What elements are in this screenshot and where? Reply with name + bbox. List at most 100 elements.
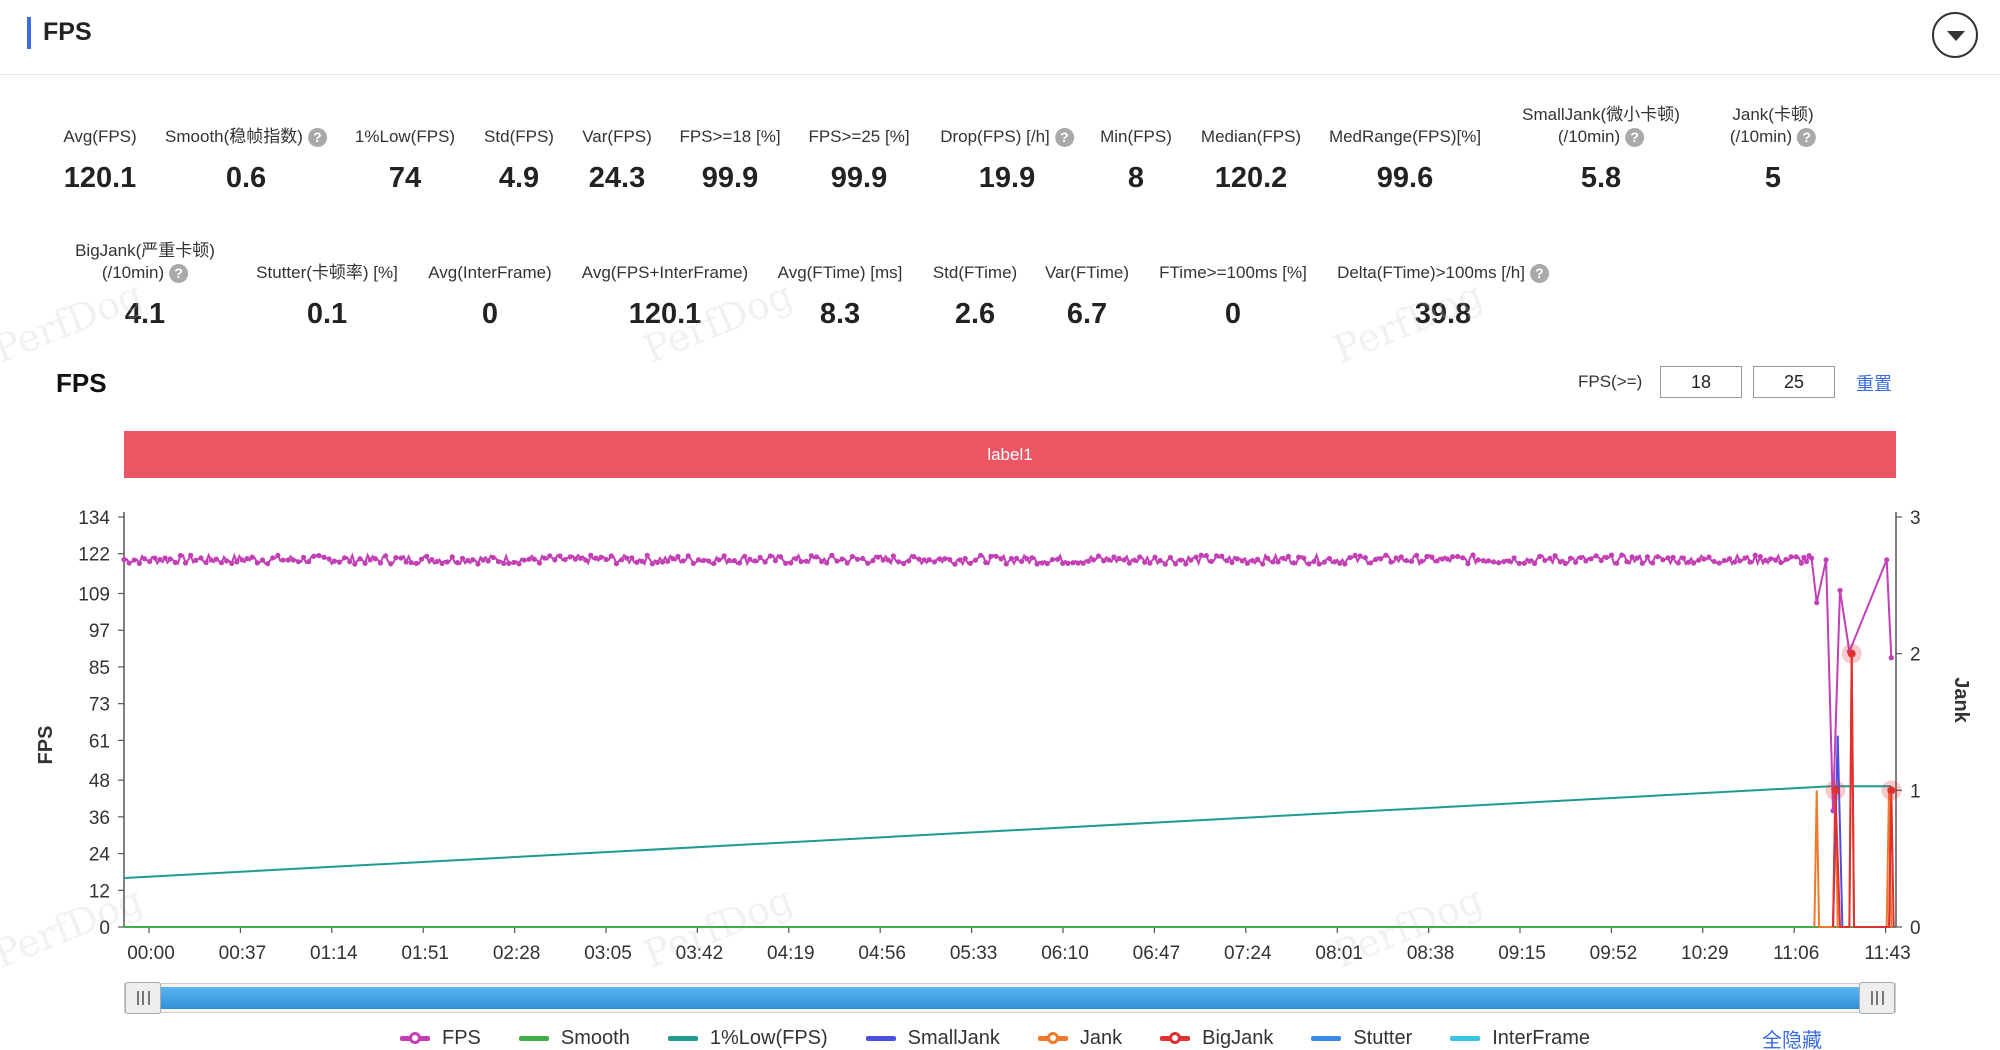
threshold-input-1[interactable] [1660, 366, 1742, 398]
hide-all-button[interactable]: 全隐藏 [1762, 1030, 1822, 1050]
reset-button[interactable]: 重置 [1856, 374, 1892, 394]
fps-point [593, 555, 599, 561]
fps-point [731, 557, 738, 564]
stat-label-line: FTime>=100ms [%] [1159, 262, 1307, 284]
fps-point [280, 557, 286, 563]
stat-label-text: FTime>=100ms [%] [1159, 263, 1307, 282]
x-tick-label: 07:24 [1224, 943, 1272, 964]
fps-point [1080, 560, 1086, 566]
fps-point [1280, 555, 1286, 561]
zoom-slider-range[interactable] [143, 987, 1877, 1009]
series-1-low-fps- [123, 785, 1892, 880]
fps-point [295, 559, 302, 565]
fps-point [177, 552, 184, 559]
help-icon[interactable]: ? [1797, 127, 1817, 147]
stat-label-line: Drop(FPS) [/h]? [940, 126, 1074, 148]
fps-point [890, 553, 897, 559]
legend-item-stutter[interactable]: Stutter [1311, 1026, 1412, 1050]
legend-line [518, 1036, 549, 1041]
legend-item-smalljank[interactable]: SmallJank [865, 1026, 1000, 1050]
fps-point [947, 557, 953, 563]
series-fps [123, 551, 1893, 811]
stat-label-line: (/10min)? [1730, 126, 1817, 148]
fps-point [1311, 558, 1317, 565]
stat-label-line: Smooth(稳帧指数)? [165, 126, 327, 148]
legend-item-bigjank[interactable]: BigJank [1160, 1026, 1273, 1050]
fps-point [300, 554, 307, 560]
zoom-slider[interactable] [124, 982, 1896, 1014]
threshold-input-2[interactable] [1753, 366, 1835, 398]
legend-item-smooth[interactable]: Smooth [518, 1026, 630, 1050]
fps-point [1793, 554, 1799, 560]
help-icon[interactable]: ? [1625, 127, 1645, 147]
x-tick-label: 09:15 [1498, 943, 1546, 964]
stat-label: 1%Low(FPS) [355, 104, 455, 148]
fps-point [1362, 555, 1368, 561]
fps-point [906, 558, 912, 564]
stat-r2-6: Var(FTime) 6.7 [1045, 240, 1129, 331]
stat-label-line: Delta(FTime)>100ms [/h]? [1337, 262, 1549, 284]
stat-label-text: Avg(FPS) [63, 127, 137, 146]
fps-point [685, 553, 691, 559]
legend-label: 1%Low(FPS) [709, 1026, 828, 1049]
fps-point [1475, 557, 1481, 563]
grip-icon [137, 991, 150, 1005]
fps-point [495, 559, 502, 565]
legend-label: Smooth [560, 1026, 630, 1049]
x-tick-label: 11:43 [1865, 943, 1911, 964]
fps-point [1019, 558, 1025, 564]
stat-label-line: SmallJank(微小卡顿) [1522, 104, 1680, 126]
fps-point [618, 557, 625, 563]
fps-point [531, 556, 537, 562]
legend-swatch [1037, 1026, 1068, 1050]
stat-r2-4: Avg(FTime) [ms] 8.3 [778, 240, 903, 331]
stat-label: FPS>=18 [%] [679, 104, 780, 148]
fps-point [1823, 557, 1829, 563]
legend-swatch [1450, 1026, 1481, 1050]
stat-label-line: BigJank(严重卡顿) [75, 240, 215, 262]
fps-point [1888, 655, 1894, 661]
legend-line [1311, 1036, 1342, 1041]
help-icon[interactable]: ? [1529, 263, 1549, 283]
legend-item-interframe[interactable]: InterFrame [1450, 1026, 1590, 1050]
fps-point [783, 560, 789, 566]
stat-r1-9: Median(FPS) 120.2 [1201, 104, 1301, 195]
legend-swatch [400, 1026, 430, 1050]
fps-point [762, 559, 768, 565]
collapse-button[interactable] [1932, 12, 1978, 58]
stat-value: 8 [1127, 162, 1145, 194]
stat-r2-1: Stutter(卡顿率) [%] 0.1 [256, 240, 398, 331]
fps-point [1578, 554, 1584, 561]
help-icon[interactable]: ? [169, 263, 189, 283]
legend-swatch [518, 1026, 549, 1050]
fps-point [1367, 560, 1374, 566]
fps-point [1198, 552, 1204, 558]
fps-point [198, 555, 204, 561]
label-band[interactable]: label1 [124, 431, 1896, 478]
stat-label-text: Drop(FPS) [/h] [940, 127, 1050, 146]
fps-point [1275, 559, 1281, 565]
fps-point [1285, 553, 1291, 560]
legend-item-fps[interactable]: FPS [400, 1026, 481, 1050]
legend-swatch [1160, 1026, 1191, 1050]
fps-point [1711, 558, 1717, 565]
y-left-tick-label: 61 [89, 731, 110, 752]
fps-point [1562, 560, 1568, 567]
y-right-tick-label: 2 [1910, 645, 1921, 666]
help-icon[interactable]: ? [307, 127, 327, 147]
fps-point [1783, 556, 1789, 563]
legend-item-1-low-fps-[interactable]: 1%Low(FPS) [667, 1026, 828, 1050]
zoom-slider-left-handle[interactable] [125, 982, 161, 1014]
fps-point [654, 559, 661, 566]
fps-point [1147, 560, 1153, 566]
legend-item-jank[interactable]: Jank [1037, 1026, 1122, 1050]
fps-point [798, 558, 804, 565]
stat-label-line: Jank(卡顿) [1732, 104, 1813, 126]
fps-point [1065, 560, 1071, 566]
fps-point [1737, 558, 1743, 564]
y-right-axis-label: Jank [1950, 677, 1972, 723]
fps-point [244, 555, 250, 562]
help-icon[interactable]: ? [1054, 127, 1074, 147]
stat-label-text: Var(FTime) [1044, 263, 1130, 282]
zoom-slider-right-handle[interactable] [1859, 982, 1895, 1014]
